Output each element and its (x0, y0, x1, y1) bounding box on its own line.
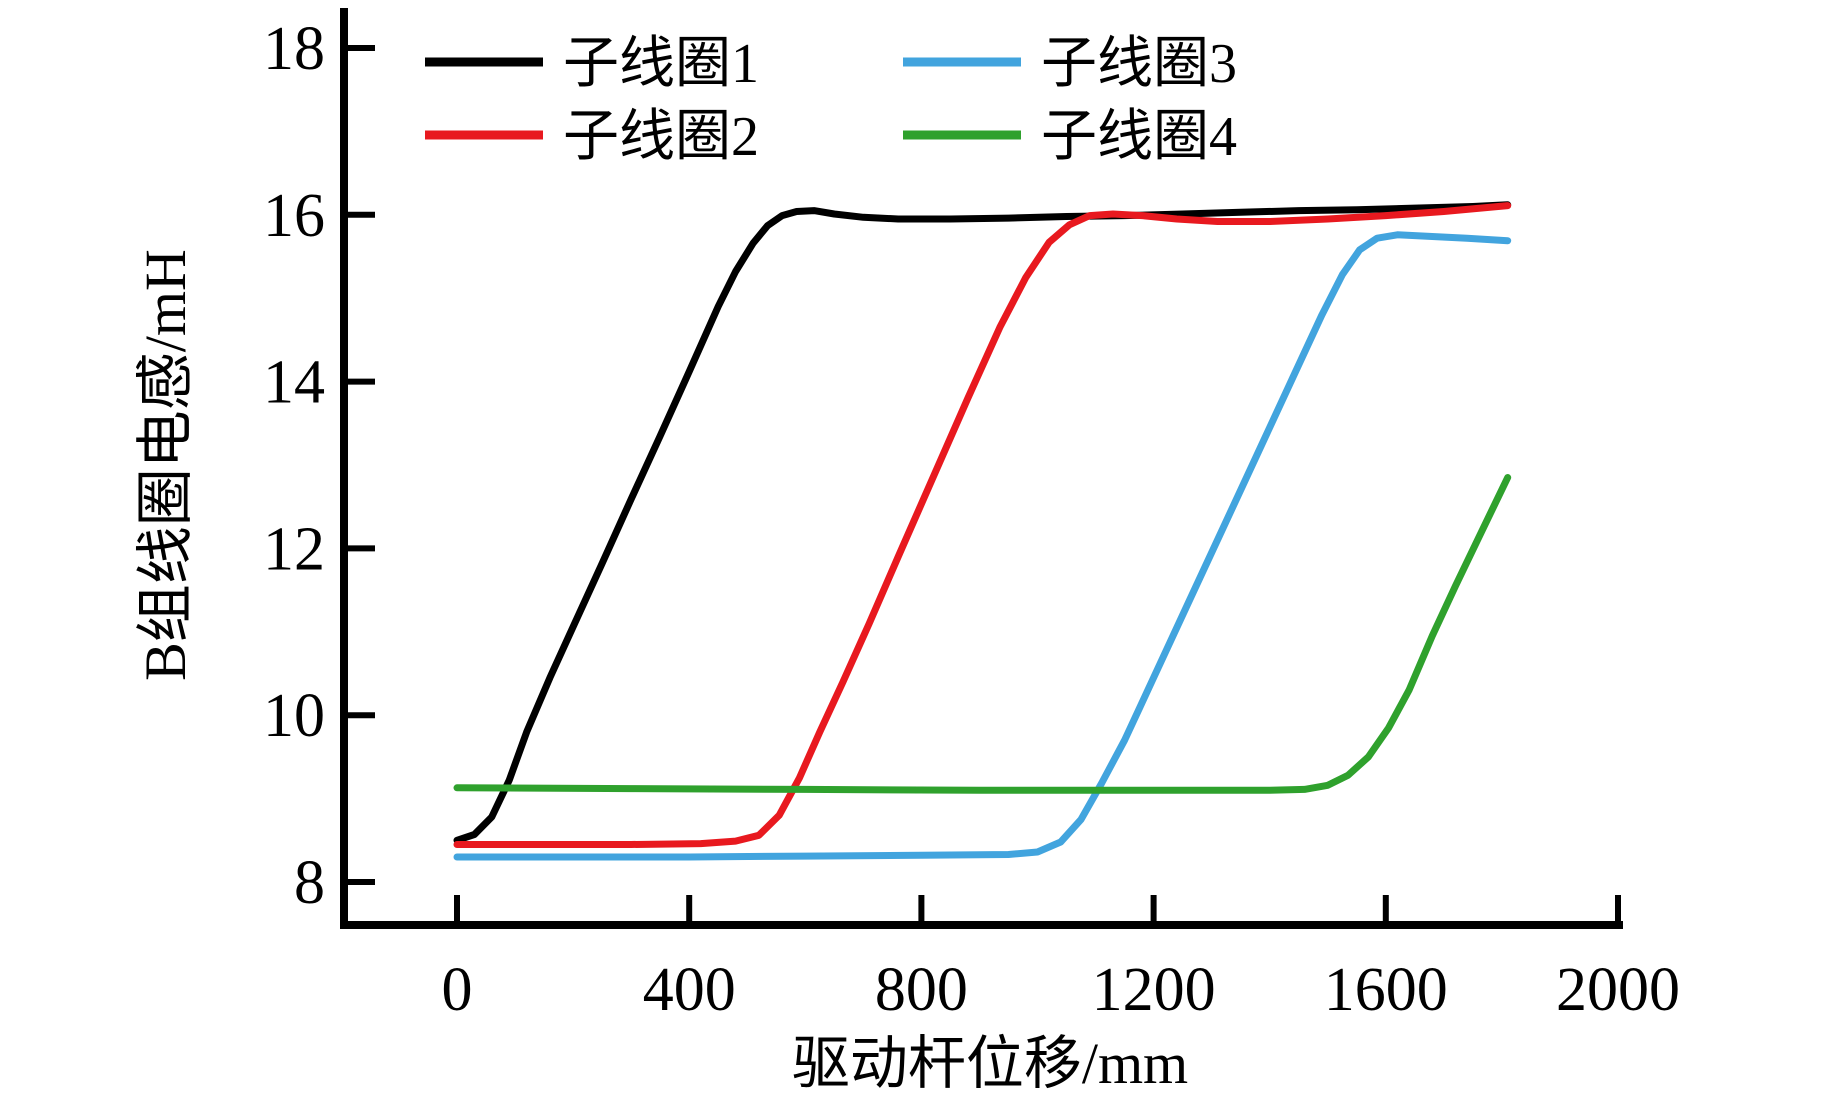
legend-item: 子线圈2 (425, 106, 759, 168)
legend-item: 子线圈3 (903, 33, 1237, 95)
x-tick-label: 2000 (1556, 956, 1680, 1024)
legend-label: 子线圈2 (563, 106, 759, 168)
tick-labels: 8 10 12 14 16 18 0 400 800 1200 1600 2000 (263, 15, 1680, 1024)
legend-label: 子线圈4 (1041, 106, 1237, 168)
curve-子线圈4 (453, 474, 1512, 794)
legend-item: 子线圈1 (425, 33, 759, 95)
legend-label: 子线圈3 (1041, 33, 1237, 95)
x-tick-label: 800 (875, 956, 968, 1024)
curve-子线圈3 (453, 231, 1512, 861)
y-tick-label: 16 (263, 182, 325, 250)
legend-label: 子线圈1 (563, 33, 759, 95)
y-tick-label: 14 (263, 349, 325, 417)
y-tick-label: 8 (294, 849, 325, 917)
x-tick-label: 1600 (1324, 956, 1448, 1024)
axes (340, 8, 1623, 929)
curve-子线圈1 (453, 201, 1512, 844)
y-tick-label: 10 (263, 682, 325, 750)
x-axis-title: 驱动杆位移/mm (792, 1031, 1188, 1096)
y-axis-title: B组线圈电感/mH (133, 249, 198, 681)
x-tick-label: 400 (643, 956, 736, 1024)
series-curves (453, 201, 1512, 861)
curve-子线圈2 (453, 202, 1512, 848)
y-tick-label: 12 (263, 515, 325, 583)
legend: 子线圈1 子线圈2 子线圈3 子线圈4 (425, 33, 1237, 168)
x-tick-label: 1200 (1092, 956, 1216, 1024)
x-tick-label: 0 (442, 956, 473, 1024)
y-tick-label: 18 (263, 15, 325, 83)
legend-item: 子线圈4 (903, 106, 1237, 168)
